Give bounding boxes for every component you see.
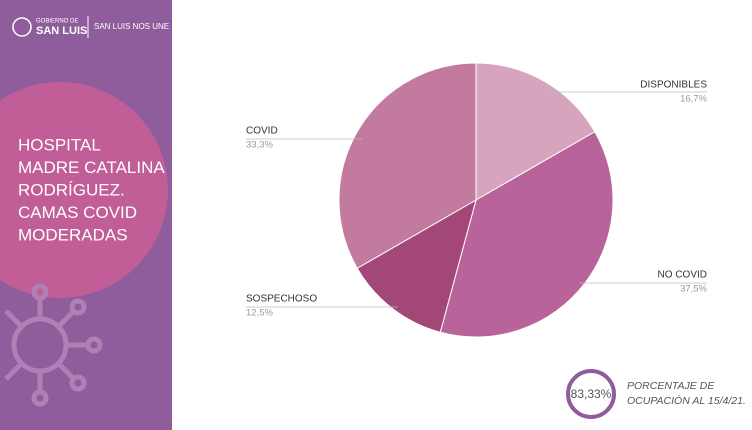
- slice-value-label: 16,7%: [680, 94, 707, 105]
- occupancy-badge: 83,33% PORCENTAJE DE OCUPACIÓN AL 15/4/2…: [566, 369, 746, 419]
- title-line: MODERADAS: [18, 225, 128, 244]
- slice-label: SOSPECHOSO: [246, 294, 317, 305]
- virus-icon: [4, 283, 103, 407]
- slogan: SAN LUIS NOS UNE: [94, 22, 169, 31]
- org-line2: SAN LUIS: [36, 25, 87, 37]
- slice-value-label: 33,3%: [246, 140, 273, 151]
- slice-value-label: 37,5%: [680, 284, 707, 295]
- slice-label: NO COVID: [658, 270, 707, 281]
- occupancy-value: 83,33%: [571, 387, 612, 401]
- pie-slice: [338, 62, 477, 269]
- gauge-ring: [566, 369, 616, 419]
- slice-label: DISPONIBLES: [640, 80, 707, 91]
- header: GOBIERNO DE SAN LUIS SAN LUIS NOS UNE: [12, 16, 169, 38]
- pie-slice: [475, 62, 596, 201]
- slice-value-label: 12,5%: [246, 308, 273, 319]
- pie: DISPONIBLES 16,7% NO COVID 37,5% SOSPECHOSO 1…: [246, 62, 708, 338]
- logo-emblem: [12, 17, 32, 37]
- caption-line2: OCUPACIÓN AL 15/4/21.: [627, 394, 746, 407]
- title-line: MADRE CATALINA: [18, 158, 165, 177]
- pie-slice: [439, 131, 614, 338]
- pink-blob: [0, 82, 168, 298]
- pie-slice: [356, 198, 477, 333]
- title: HOSPITAL MADRE CATALINA RODRÍGUEZ. CAMAS CO…: [18, 135, 165, 244]
- panel-decor: [0, 82, 168, 407]
- slice-label: COVID: [246, 126, 278, 137]
- caption-line1: PORCENTAJE DE: [627, 380, 715, 392]
- title-line: RODRÍGUEZ.: [18, 180, 125, 199]
- org-line1: GOBIERNO DE: [36, 19, 78, 25]
- title-line: CAMAS COVID: [18, 203, 137, 222]
- title-line: HOSPITAL: [18, 135, 101, 154]
